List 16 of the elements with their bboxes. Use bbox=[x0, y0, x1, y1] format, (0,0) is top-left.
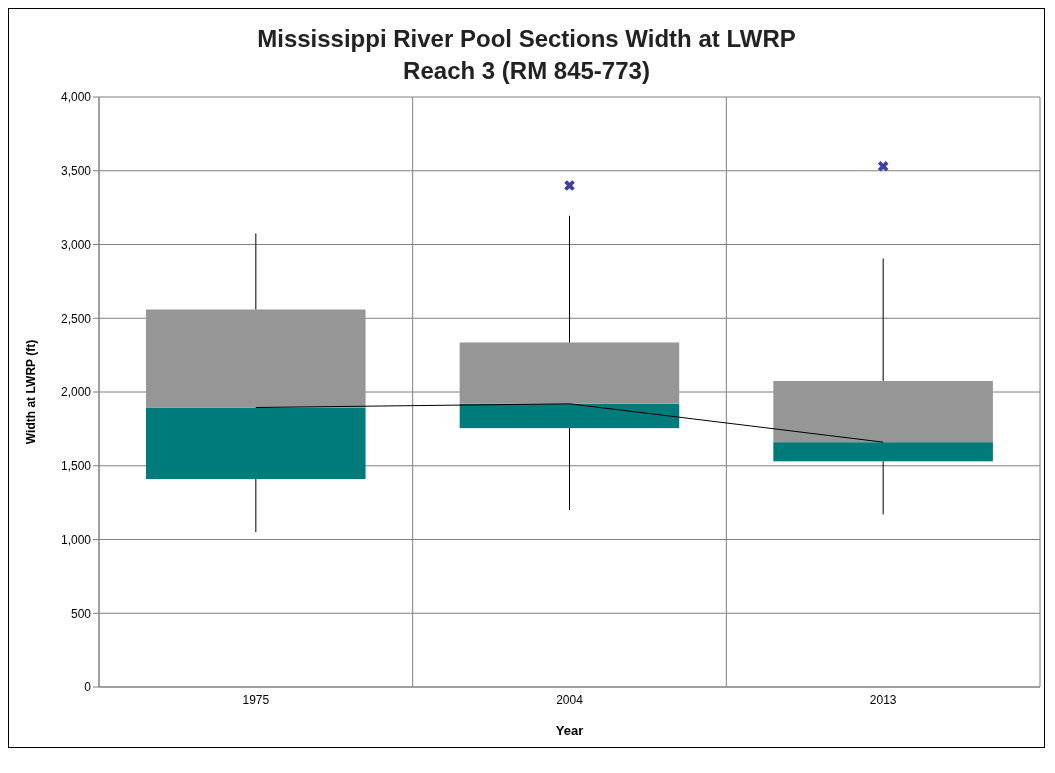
y-tick-label: 0 bbox=[84, 680, 92, 695]
x-axis-title: Year bbox=[555, 723, 584, 738]
x-tick-label: 2004 bbox=[556, 692, 584, 707]
y-tick-label: 2,500 bbox=[60, 311, 92, 326]
y-tick-label: 3,000 bbox=[60, 237, 92, 252]
y-tick-label: 500 bbox=[70, 606, 92, 621]
chart-subtitle: Reach 3 (RM 845-773) bbox=[402, 56, 651, 86]
y-tick-label: 1,000 bbox=[60, 532, 92, 547]
chart-title: Mississippi River Pool Sections Width at LWRP bbox=[256, 24, 797, 54]
y-tick-label: 4,000 bbox=[60, 90, 92, 105]
x-tick-label: 2013 bbox=[869, 692, 897, 707]
y-tick-label: 3,500 bbox=[60, 164, 92, 179]
y-tick-label: 1,500 bbox=[60, 459, 92, 474]
x-tick-label: 1975 bbox=[242, 692, 270, 707]
y-tick-label: 2,000 bbox=[60, 385, 92, 400]
y-axis-title: Width at LWRP (ft) bbox=[24, 339, 39, 445]
